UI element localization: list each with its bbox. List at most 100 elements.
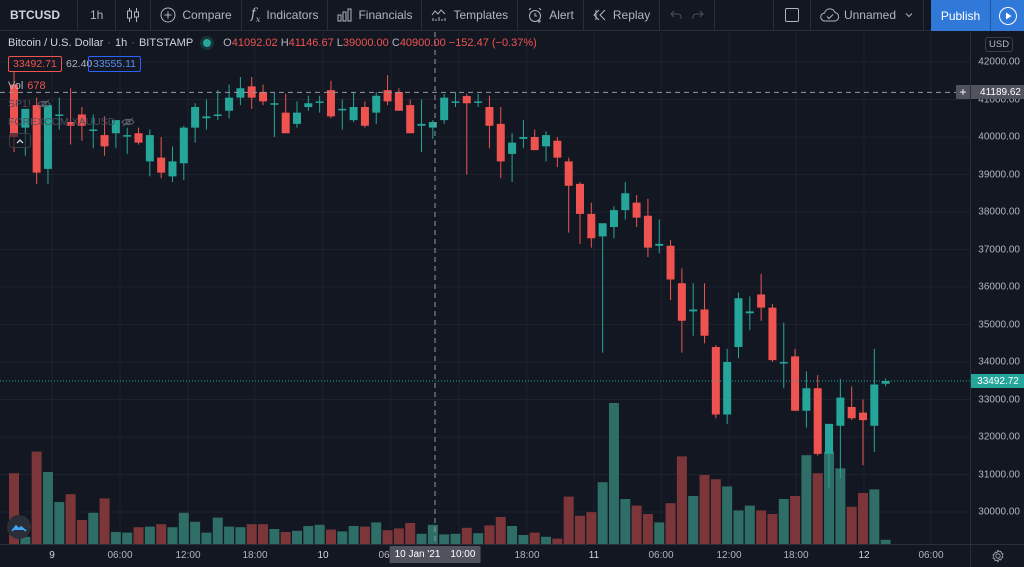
collapse-legend-button[interactable] xyxy=(9,133,31,148)
publish-play-button[interactable] xyxy=(991,0,1024,31)
candle-body[interactable] xyxy=(247,86,256,98)
time-axis[interactable]: 9 06:00 12:00 18:00 10 06:00 18:00 11 06:00 12:00… xyxy=(0,544,970,567)
candle-body[interactable] xyxy=(802,388,811,411)
candle-body[interactable] xyxy=(394,92,403,111)
candle-body[interactable] xyxy=(564,161,573,186)
replay-button[interactable]: Replay xyxy=(584,0,661,31)
candle-body[interactable] xyxy=(757,294,766,308)
candle-body[interactable] xyxy=(10,84,18,138)
candle-body[interactable] xyxy=(383,90,392,102)
candle-body[interactable] xyxy=(689,309,698,312)
candle-body[interactable] xyxy=(530,137,539,151)
candle-body[interactable] xyxy=(372,95,381,113)
price-axis[interactable]: USD 42000.00 41000.00 40000.00 39000.00 3800… xyxy=(970,32,1024,544)
candle-body[interactable] xyxy=(745,311,754,314)
financials-button[interactable]: Financials xyxy=(328,0,423,31)
candle-body[interactable] xyxy=(779,362,788,364)
candle-body[interactable] xyxy=(21,108,30,128)
symbol-search-button[interactable]: BTCUSD xyxy=(0,0,78,31)
candle-body[interactable] xyxy=(666,245,675,280)
eye-hidden-icon[interactable] xyxy=(37,99,51,109)
indicators-button[interactable]: fx Indicators xyxy=(242,0,329,31)
chart-pane[interactable] xyxy=(0,32,970,544)
candle-body[interactable] xyxy=(474,101,483,103)
candle-body[interactable] xyxy=(643,215,652,248)
candle-body[interactable] xyxy=(55,114,64,117)
candle-body[interactable] xyxy=(881,381,890,384)
crosshair-add-button[interactable]: + xyxy=(956,85,970,99)
layout-toggle-button[interactable] xyxy=(774,0,811,31)
overlay-legend-xauusd[interactable]: FOREXCOM:XAUUSD xyxy=(8,116,135,128)
candle-body[interactable] xyxy=(157,157,166,173)
eye-hidden-icon[interactable] xyxy=(121,117,135,127)
undo-icon[interactable] xyxy=(670,10,682,20)
candle-body[interactable] xyxy=(111,120,120,134)
candle-body[interactable] xyxy=(519,137,528,139)
candle-body[interactable] xyxy=(711,347,720,415)
candle-body[interactable] xyxy=(496,123,505,162)
volume-legend[interactable]: Vol 678 xyxy=(8,80,46,92)
candle-body[interactable] xyxy=(304,103,313,107)
candle-body[interactable] xyxy=(259,92,268,102)
candle-body[interactable] xyxy=(338,108,347,111)
candle-body[interactable] xyxy=(553,140,562,158)
candle-body[interactable] xyxy=(734,298,743,347)
candle-body[interactable] xyxy=(326,90,335,117)
candle-body[interactable] xyxy=(315,101,324,103)
candle-body[interactable] xyxy=(609,210,618,227)
candle-body[interactable] xyxy=(179,127,188,164)
publish-button[interactable]: Publish xyxy=(931,0,991,31)
candle-body[interactable] xyxy=(768,307,777,361)
candle-body[interactable] xyxy=(349,107,358,121)
candle-body[interactable] xyxy=(587,213,596,239)
sell-price-button[interactable]: 33492.71 xyxy=(8,56,62,72)
candle-body[interactable] xyxy=(825,423,834,454)
candle-body[interactable] xyxy=(836,397,845,426)
candle-body[interactable] xyxy=(791,356,800,411)
candle-body[interactable] xyxy=(598,223,607,237)
chart-type-button[interactable] xyxy=(116,0,152,31)
candle-body[interactable] xyxy=(145,135,154,162)
candle-body[interactable] xyxy=(43,105,52,169)
candle-body[interactable] xyxy=(202,116,211,119)
layout-name-button[interactable]: Unnamed xyxy=(811,0,924,31)
candle-body[interactable] xyxy=(859,412,867,421)
candle-body[interactable] xyxy=(621,193,630,211)
candle-body[interactable] xyxy=(100,135,109,147)
candle-body[interactable] xyxy=(236,88,245,98)
candle-body[interactable] xyxy=(462,96,471,104)
candle-body[interactable] xyxy=(632,202,641,218)
candle-body[interactable] xyxy=(847,407,856,419)
candle-body[interactable] xyxy=(77,114,86,126)
candle-body[interactable] xyxy=(576,183,584,214)
candle-body[interactable] xyxy=(813,388,822,454)
candle-body[interactable] xyxy=(32,105,41,173)
candle-body[interactable] xyxy=(168,161,177,177)
candle-body[interactable] xyxy=(451,101,460,103)
candle-body[interactable] xyxy=(508,142,517,154)
symbol-title[interactable]: Bitcoin / U.S. Dollar xyxy=(8,37,104,49)
candle-body[interactable] xyxy=(440,97,449,121)
candle-body[interactable] xyxy=(655,243,664,246)
candle-body[interactable] xyxy=(89,129,98,132)
alert-button[interactable]: Alert xyxy=(518,0,584,31)
candle-body[interactable] xyxy=(723,362,732,415)
candle-body[interactable] xyxy=(191,107,200,128)
candle-body[interactable] xyxy=(428,122,437,128)
compare-button[interactable]: Compare xyxy=(151,0,242,31)
candle-body[interactable] xyxy=(66,122,75,126)
candle-body[interactable] xyxy=(134,133,143,143)
candle-body[interactable] xyxy=(270,103,279,105)
candle-body[interactable] xyxy=(485,107,494,126)
candle-body[interactable] xyxy=(406,105,415,134)
candle-body[interactable] xyxy=(542,135,551,147)
axis-settings-button[interactable] xyxy=(970,544,1024,567)
overlay-legend-sp1[interactable]: SP1! xyxy=(8,98,51,110)
candle-body[interactable] xyxy=(225,97,234,111)
candle-body[interactable] xyxy=(281,112,290,134)
candle-body[interactable] xyxy=(360,107,369,126)
tradingview-logo-button[interactable] xyxy=(7,515,31,539)
candle-body[interactable] xyxy=(417,123,426,126)
candlestick-chart[interactable] xyxy=(0,32,970,544)
buy-price-button[interactable]: 33555.11 xyxy=(88,56,142,72)
